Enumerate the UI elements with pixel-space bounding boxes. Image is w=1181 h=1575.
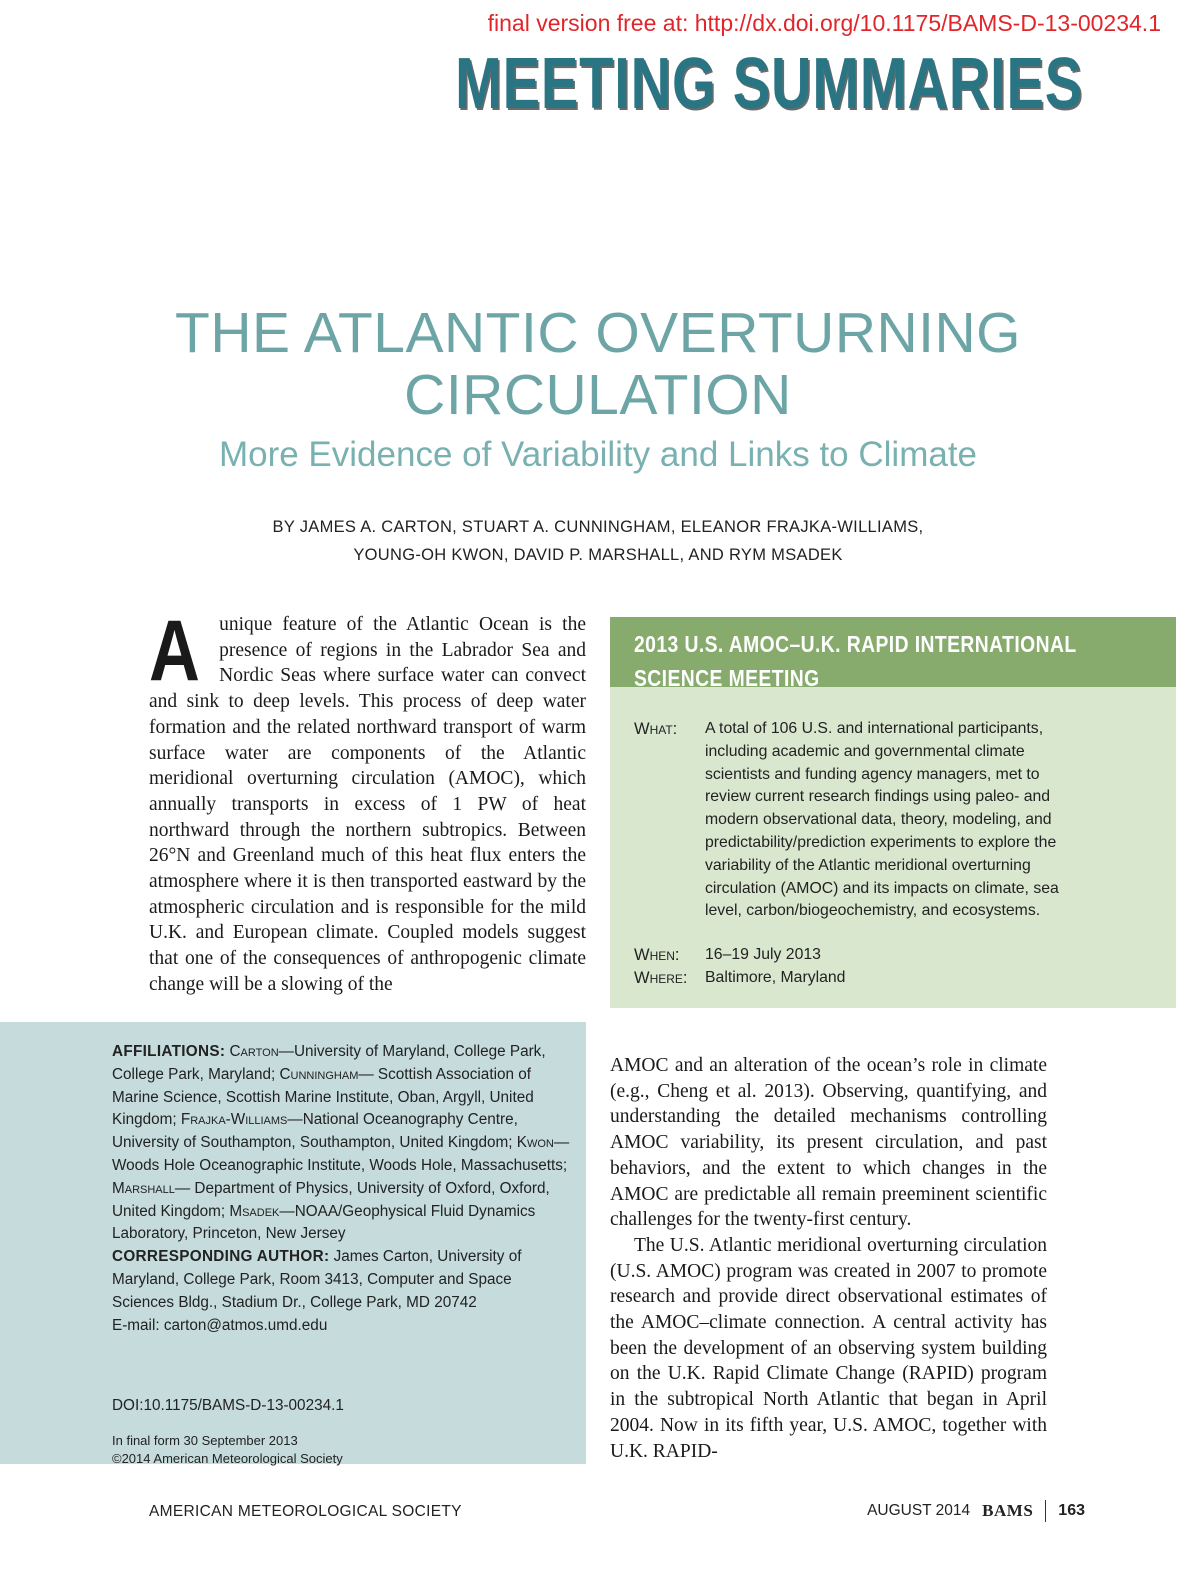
footer-divider — [1045, 1500, 1047, 1522]
affil-name-marshall: Marshall — [112, 1179, 175, 1197]
affil-name-kwon: Kwon — [516, 1134, 554, 1152]
article-title: THE ATLANTIC OVERTURNING CIRCULATION — [0, 302, 1181, 426]
meeting-when-label: When: — [634, 946, 680, 964]
meeting-where-value: Baltimore, Maryland — [705, 969, 846, 986]
corresponding-author-text: James Carton, University of Maryland, Co… — [112, 1248, 522, 1311]
footer-society: AMERICAN METEOROLOGICAL SOCIETY — [149, 1503, 462, 1520]
affil-name-cunningham: Cunningham — [279, 1065, 359, 1083]
footer-right: AUGUST 2014 BAMS 163 — [867, 1500, 1085, 1522]
page-number: 163 — [1058, 1502, 1085, 1519]
body-paragraph-2: The U.S. Atlantic meridional overturning… — [610, 1234, 1047, 1462]
affil-text-frajka: —National Oceanography Centre, Universit… — [112, 1111, 518, 1152]
footer-date: AUGUST 2014 — [867, 1502, 971, 1519]
body-column-right: AMOC and an alteration of the ocean’s ro… — [610, 1053, 1047, 1464]
corresponding-email[interactable]: E-mail: carton@atmos.umd.edu — [112, 1316, 328, 1334]
affil-text-msadek: —NOAA/Geophysical Fluid Dynamics Laborat… — [112, 1202, 536, 1243]
section-title: MEETING SUMMARIES — [455, 44, 1083, 124]
final-form-date: In final form 30 September 2013 — [112, 1433, 298, 1448]
affil-name-carton: Carton — [229, 1043, 279, 1060]
corresponding-author-label: CORRESPONDING AUTHOR: — [112, 1248, 330, 1266]
drop-cap: A — [149, 603, 200, 699]
meeting-info-header: 2013 U.S. AMOC–U.K. RAPID INTERNATIONAL … — [610, 617, 1176, 691]
byline-line-2: YOUNG-OH KWON, DAVID P. MARSHALL, AND RY… — [353, 546, 843, 564]
affiliations-label: AFFILIATIONS: — [112, 1043, 226, 1060]
meeting-what-label: What: — [634, 720, 678, 738]
footer-journal-logo: BAMS — [982, 1501, 1034, 1520]
affil-text-marshall: — Department of Physics, University of O… — [112, 1179, 550, 1220]
article-subtitle: More Evidence of Variability and Links t… — [218, 435, 978, 474]
affiliations-box: AFFILIATIONS: Carton—University of Maryl… — [0, 1022, 586, 1466]
author-byline: BY JAMES A. CARTON, STUART A. CUNNINGHAM… — [0, 513, 1181, 569]
affil-text-kwon: —Woods Hole Oceanographic Institute, Woo… — [112, 1134, 570, 1174]
meeting-title: 2013 U.S. AMOC–U.K. RAPID INTERNATIONAL … — [634, 631, 1077, 691]
affil-name-frajka: Frajka-Williams — [180, 1111, 288, 1129]
affil-text-cunningham: — Scottish Association of Marine Science… — [112, 1065, 534, 1129]
publication-note: In final form 30 September 2013 ©2014 Am… — [112, 1432, 343, 1468]
affiliations-text: AFFILIATIONS: Carton—University of Maryl… — [112, 1041, 572, 1337]
copyright-notice: ©2014 American Meteorological Society — [112, 1451, 343, 1466]
body-paragraph-1a: unique feature of the Atlantic Ocean is … — [149, 614, 586, 995]
article-title-line-1: THE ATLANTIC OVERTURNING — [175, 301, 1021, 365]
affil-name-msadek: Msadek — [229, 1202, 280, 1220]
article-title-line-2: CIRCULATION — [404, 363, 792, 427]
affil-text-carton: —University of Maryland, College Park, C… — [112, 1043, 546, 1083]
meeting-when-value: 16–19 July 2013 — [705, 946, 821, 963]
meeting-info-box: 2013 U.S. AMOC–U.K. RAPID INTERNATIONAL … — [610, 617, 1176, 1008]
body-paragraph-1b: AMOC and an alteration of the ocean’s ro… — [610, 1055, 1047, 1231]
meeting-what-value: A total of 106 U.S. and international pa… — [705, 720, 1059, 920]
doi-link[interactable]: final version free at: http://dx.doi.org… — [487, 10, 1161, 36]
byline-line-1: BY JAMES A. CARTON, STUART A. CUNNINGHAM… — [272, 518, 924, 536]
article-doi[interactable]: DOI:10.1175/BAMS-D-13-00234.1 — [112, 1397, 344, 1414]
meeting-where-label: Where: — [634, 969, 688, 987]
